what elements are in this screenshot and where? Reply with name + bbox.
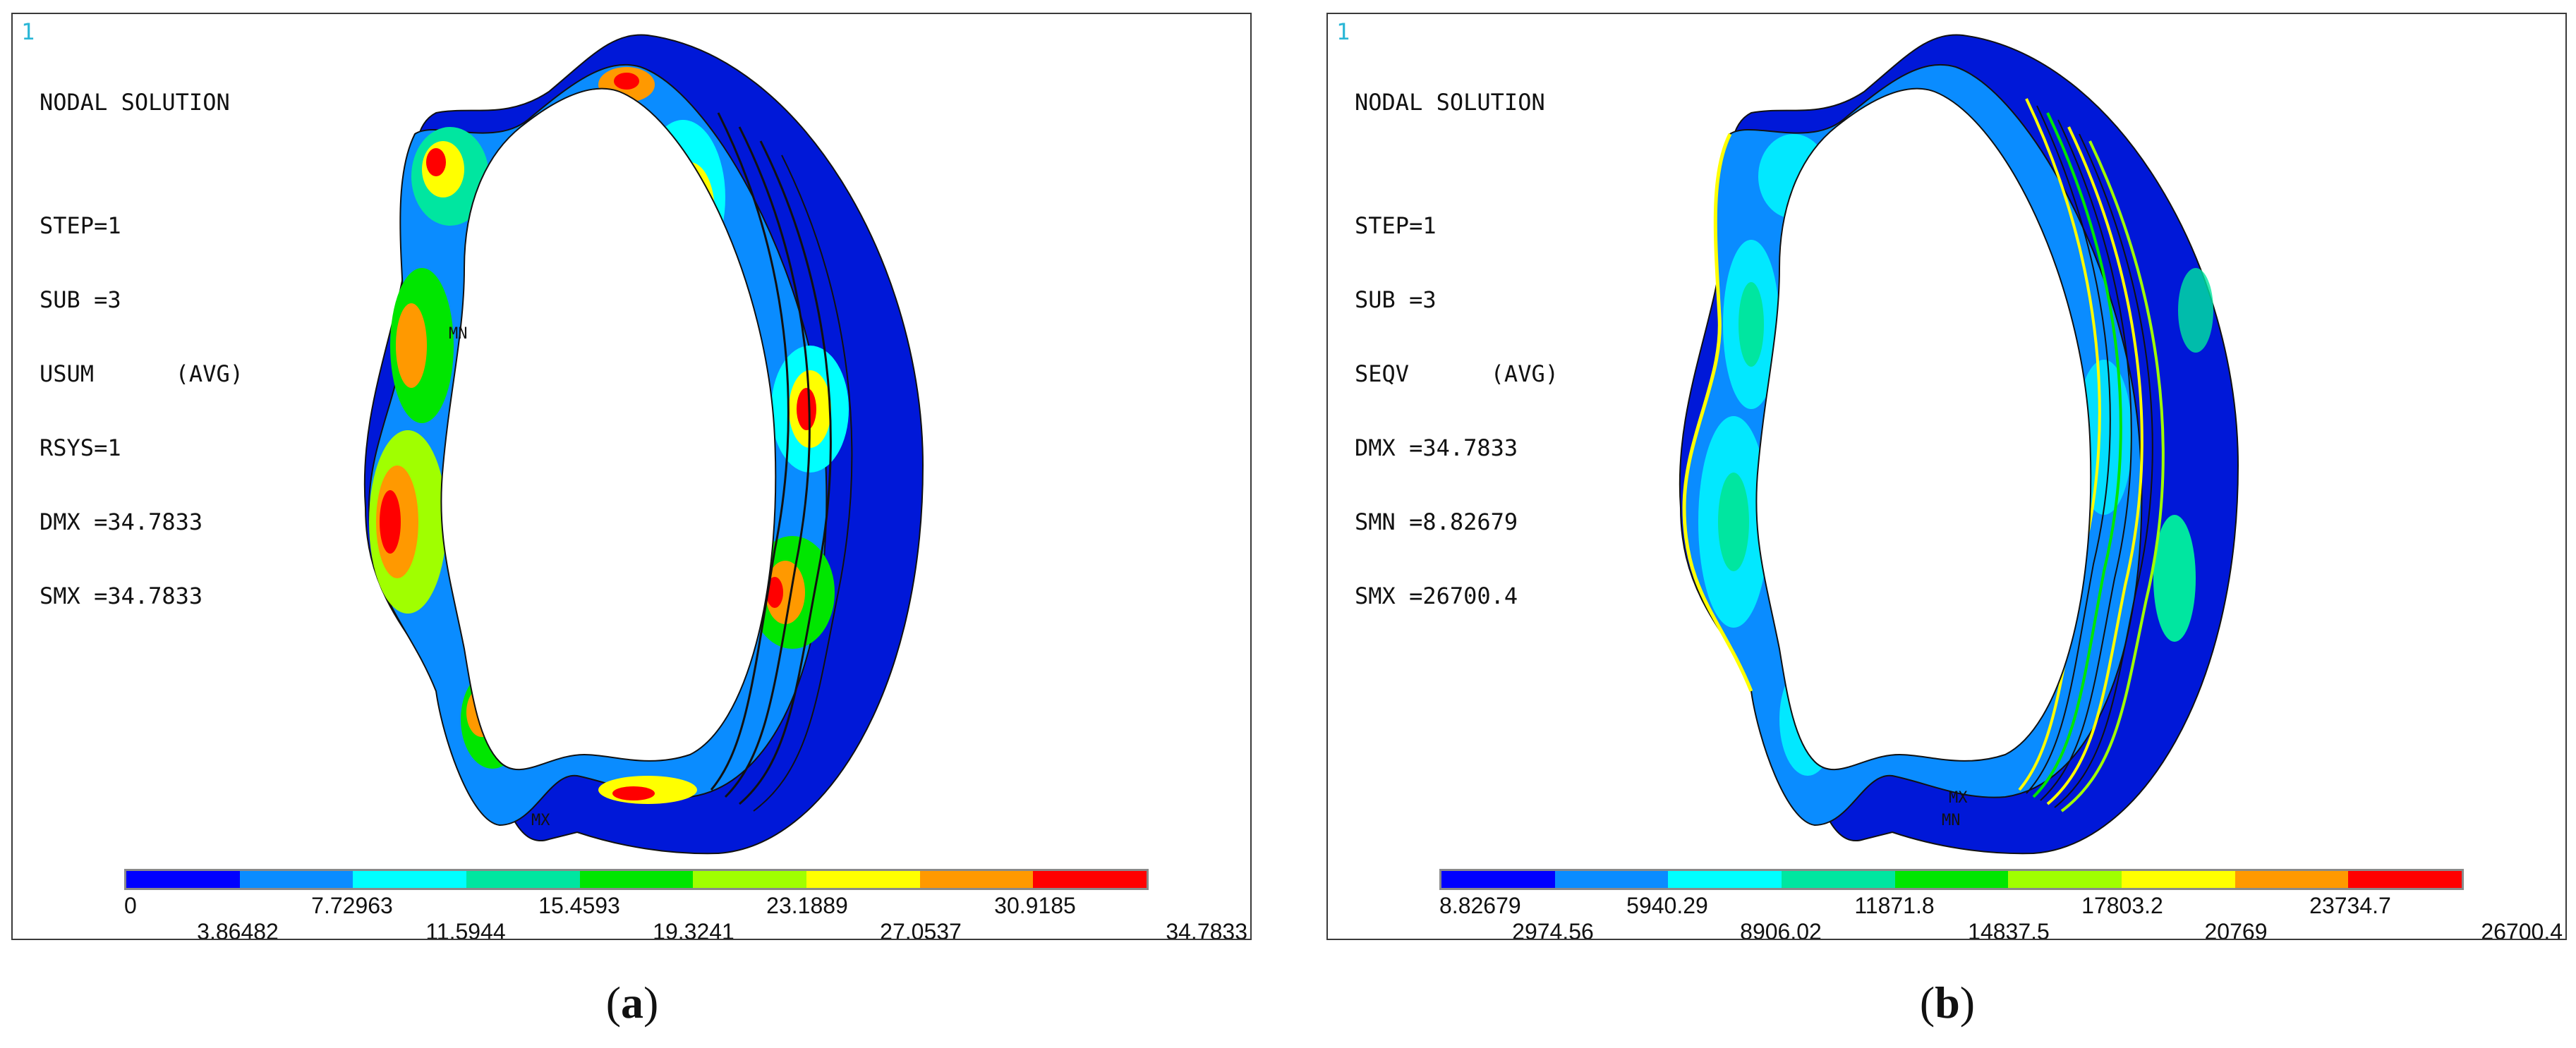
legend-label: 15.4593 <box>538 893 620 918</box>
legend-swatch <box>919 871 1034 888</box>
legend-swatch <box>806 871 920 888</box>
legend-label: 26700.4 <box>2481 919 2563 940</box>
legend-swatch <box>353 871 467 888</box>
mn-marker: MN <box>1942 812 1961 829</box>
legend-label: 8.82679 <box>1439 893 1521 918</box>
ring-model-stress: MN MX <box>1679 34 2239 855</box>
color-legend-bar <box>124 869 1149 890</box>
legend-label: 27.0537 <box>880 919 962 940</box>
info-title: NODAL SOLUTION <box>1355 89 1545 116</box>
legend-swatch <box>2235 871 2349 888</box>
legend-swatch <box>579 871 694 888</box>
legend-swatch <box>466 871 580 888</box>
info-smx: SMX =26700.4 <box>1355 583 1518 609</box>
mx-marker: MX <box>1949 789 1968 807</box>
info-smx: SMX =34.7833 <box>40 583 203 609</box>
legend-swatch <box>1894 871 2009 888</box>
legend-label: 23734.7 <box>2309 893 2391 918</box>
panel-b-seqv: 1 NODAL SOLUTION STEP=1 SUB =3 SEQV (AVG… <box>1326 13 2567 940</box>
legend-swatch <box>126 871 240 888</box>
legend-label: 7.72963 <box>311 893 393 918</box>
legend-swatch <box>693 871 807 888</box>
info-result: SEQV (AVG) <box>1355 360 1559 387</box>
info-dmx: DMX =34.7833 <box>40 508 203 535</box>
legend-label: 11871.8 <box>1854 893 1935 918</box>
legend-swatch <box>2122 871 2235 888</box>
info-block: NODAL SOLUTION STEP=1 SUB =3 USUM (AVG) … <box>40 41 243 658</box>
legend-label: 17803.2 <box>2081 893 2163 918</box>
info-step: STEP=1 <box>40 212 121 239</box>
legend-swatch <box>1668 871 1782 888</box>
legend-label: 5940.29 <box>1626 893 1708 918</box>
info-smn: SMN =8.82679 <box>1355 508 1518 535</box>
window-number: 1 <box>21 18 35 45</box>
info-rsys: RSYS=1 <box>40 434 121 461</box>
legend-label: 20769 <box>2204 919 2268 940</box>
legend-swatch <box>1033 871 1147 888</box>
color-legend-bar <box>1439 869 2464 890</box>
info-sub: SUB =3 <box>40 286 121 313</box>
legend-swatch <box>2008 871 2122 888</box>
legend-label: 34.7833 <box>1166 919 1247 940</box>
legend-swatch <box>239 871 353 888</box>
info-dmx: DMX =34.7833 <box>1355 434 1518 461</box>
ring-model-displacement: MN MX <box>363 34 924 855</box>
legend-swatch <box>2348 871 2462 888</box>
window-number: 1 <box>1336 18 1350 45</box>
legend-label: 0 <box>124 893 137 918</box>
legend-label: 14837.5 <box>1968 919 2050 940</box>
legend-label: 23.1889 <box>766 893 848 918</box>
caption-a: (a) <box>605 977 659 1028</box>
info-step: STEP=1 <box>1355 212 1437 239</box>
info-sub: SUB =3 <box>1355 286 1437 313</box>
info-block: NODAL SOLUTION STEP=1 SUB =3 SEQV (AVG) … <box>1355 41 1559 658</box>
panel-a-usum: 1 NODAL SOLUTION STEP=1 SUB =3 USUM (AVG… <box>11 13 1252 940</box>
legend-label: 8906.02 <box>1740 919 1822 940</box>
info-title: NODAL SOLUTION <box>40 89 230 116</box>
caption-b: (b) <box>1919 977 1976 1028</box>
legend-label: 3.86482 <box>197 919 279 940</box>
legend-label: 2974.56 <box>1512 919 1594 940</box>
info-result: USUM (AVG) <box>40 360 243 387</box>
mx-marker: MX <box>531 812 550 829</box>
legend-label: 11.5944 <box>425 919 506 940</box>
legend-swatch <box>1554 871 1669 888</box>
legend-swatch <box>1441 871 1555 888</box>
mn-marker: MN <box>449 325 468 343</box>
legend-label: 30.9185 <box>994 893 1076 918</box>
legend-label: 19.3241 <box>653 919 734 940</box>
legend-swatch <box>1782 871 1895 888</box>
